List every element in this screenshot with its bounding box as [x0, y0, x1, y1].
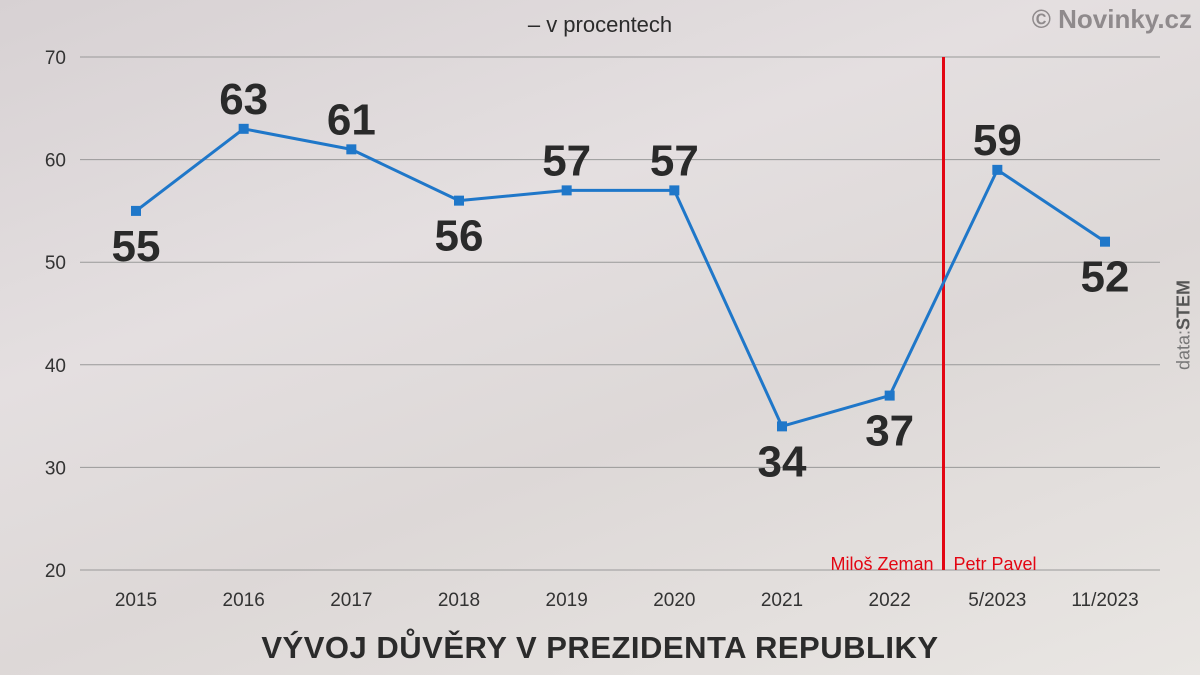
data-label: 59	[973, 116, 1022, 165]
x-tick-label: 2020	[653, 590, 695, 611]
x-tick-label: 5/2023	[968, 590, 1026, 611]
president-label-right: Petr Pavel	[954, 554, 1037, 574]
source-name: STEM	[1173, 279, 1194, 330]
data-point	[1100, 236, 1110, 247]
data-point	[131, 205, 141, 216]
x-tick-label: 2022	[869, 590, 911, 611]
data-point	[884, 390, 895, 401]
y-tick-label: 40	[45, 356, 66, 377]
data-label: 56	[435, 212, 484, 261]
x-tick-label: 2017	[330, 590, 372, 611]
data-labels: 55 63 61 56 57 57 34 37 59 52	[112, 75, 1130, 487]
x-tick-label: 2021	[761, 590, 803, 611]
president-label-left: Miloš Zeman	[830, 554, 933, 574]
data-label: 34	[758, 437, 807, 486]
x-axis-ticks: 2015 2016 2017 2018 2019 2020 2021 2022 5/2023 11…	[115, 590, 1139, 611]
data-point	[992, 164, 1003, 175]
series-line	[135, 127, 1106, 428]
source-prefix: data:	[1173, 329, 1194, 371]
chart-title: VÝVOJ DŮVĚRY V PREZIDENTA REPUBLIKY	[261, 630, 939, 665]
y-tick-label: 20	[45, 561, 66, 582]
data-point	[561, 185, 572, 196]
y-tick-label: 50	[45, 253, 66, 274]
y-tick-label: 60	[45, 151, 66, 172]
x-tick-label: 11/2023	[1071, 590, 1138, 611]
data-label: 37	[865, 407, 914, 456]
data-point	[454, 195, 464, 206]
brand-logo: © Novinky.cz	[1031, 4, 1192, 34]
y-axis-ticks: 20 30 40 50 60 70	[45, 48, 66, 582]
x-tick-label: 2016	[223, 590, 265, 611]
data-point	[669, 185, 680, 196]
grid-lines	[80, 56, 1160, 571]
x-tick-label: 2015	[115, 590, 157, 611]
data-label: 57	[542, 136, 591, 185]
data-label: 52	[1081, 253, 1130, 302]
data-point	[777, 421, 787, 432]
data-point	[238, 123, 249, 134]
data-label: 55	[112, 222, 161, 271]
data-label: 61	[327, 95, 376, 144]
series-trust	[131, 123, 1110, 432]
x-tick-label: 2019	[546, 590, 588, 611]
president-divider: Miloš Zeman Petr Pavel	[830, 57, 1037, 574]
y-tick-label: 30	[45, 458, 66, 479]
data-label: 63	[219, 75, 268, 124]
data-source: data:STEM	[1174, 280, 1195, 370]
data-point	[346, 144, 357, 155]
chart-subtitle: – v procentech	[527, 12, 673, 37]
data-label: 57	[650, 136, 699, 185]
y-tick-label: 70	[45, 48, 66, 69]
x-tick-label: 2018	[438, 590, 480, 611]
